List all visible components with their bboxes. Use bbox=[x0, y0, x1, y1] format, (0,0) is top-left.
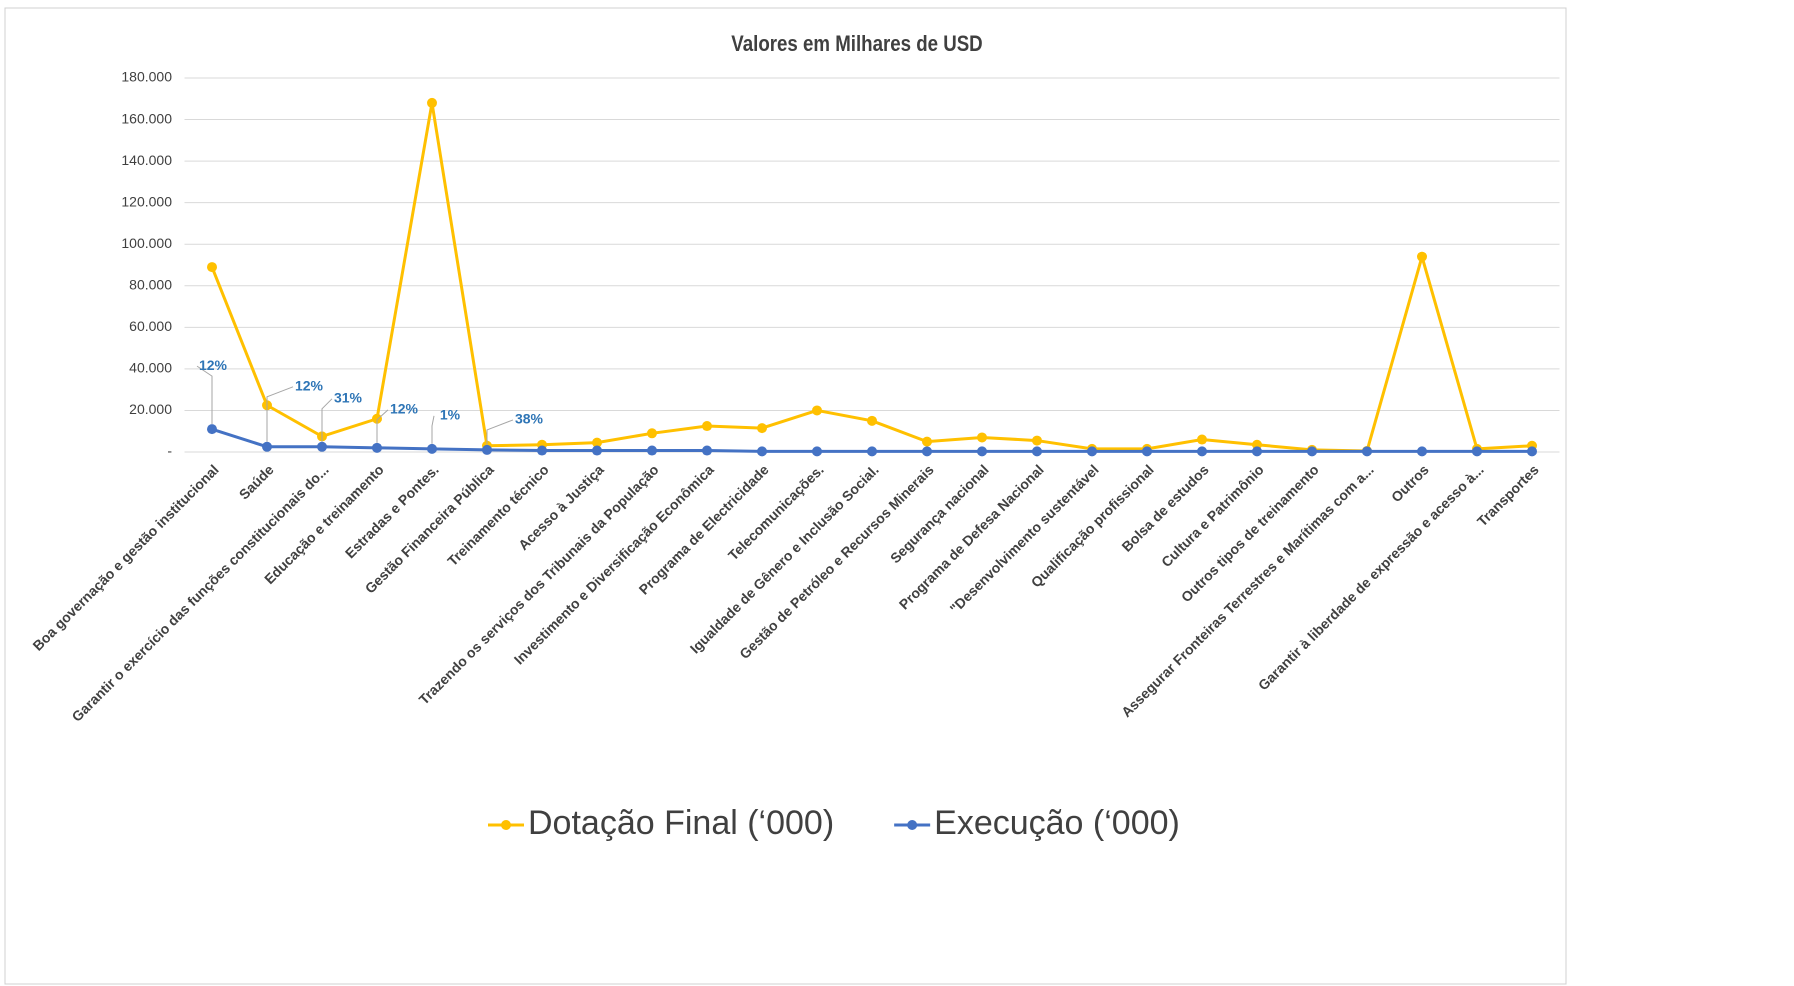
data-point bbox=[1142, 446, 1152, 457]
leader-line bbox=[486, 419, 514, 445]
data-point bbox=[317, 441, 327, 452]
leader-line bbox=[266, 386, 294, 442]
data-point bbox=[537, 445, 547, 456]
data-point bbox=[372, 442, 382, 453]
data-point bbox=[592, 437, 602, 448]
data-label: 31% bbox=[334, 390, 363, 406]
data-point bbox=[922, 446, 932, 457]
y-tick-label: 140.000 bbox=[121, 152, 172, 168]
data-label: 12% bbox=[390, 401, 419, 417]
data-label: 38% bbox=[515, 411, 544, 427]
data-point bbox=[1307, 446, 1317, 457]
data-point bbox=[1252, 446, 1262, 457]
data-point bbox=[922, 436, 932, 447]
y-tick-label: 60.000 bbox=[129, 318, 172, 334]
data-point bbox=[592, 445, 602, 456]
data-point bbox=[812, 405, 822, 416]
legend-label: Dotação Final (‘000) bbox=[528, 804, 834, 842]
data-point bbox=[482, 444, 492, 455]
data-point bbox=[1417, 446, 1427, 457]
data-point bbox=[702, 445, 712, 456]
y-tick-label: 80.000 bbox=[129, 276, 172, 292]
y-tick-label: 160.000 bbox=[121, 110, 172, 126]
data-point bbox=[1417, 251, 1427, 262]
data-point bbox=[207, 262, 217, 273]
data-point bbox=[867, 446, 877, 457]
chart-title: Valores em Milhares de USD bbox=[731, 32, 982, 56]
legend-label: Execução (‘000) bbox=[934, 804, 1180, 842]
data-point bbox=[812, 446, 822, 457]
data-point bbox=[1032, 435, 1042, 446]
data-point bbox=[647, 445, 657, 456]
legend-marker bbox=[907, 820, 918, 830]
data-label: 1% bbox=[440, 407, 461, 423]
data-point bbox=[977, 432, 987, 443]
y-tick-label: 120.000 bbox=[121, 193, 172, 209]
data-label: 12% bbox=[199, 357, 228, 373]
y-tick-label: 100.000 bbox=[121, 235, 172, 251]
legend-item: Execução (‘000) bbox=[894, 804, 1180, 842]
data-point bbox=[1197, 446, 1207, 457]
data-point bbox=[867, 415, 877, 426]
data-point bbox=[647, 428, 657, 439]
data-point bbox=[1197, 434, 1207, 445]
data-point bbox=[262, 441, 272, 452]
data-point bbox=[977, 446, 987, 457]
data-point bbox=[1087, 446, 1097, 457]
data-point bbox=[372, 413, 382, 424]
data-point bbox=[427, 443, 437, 454]
legend-marker bbox=[501, 820, 511, 830]
data-point bbox=[757, 423, 767, 434]
data-point bbox=[1032, 446, 1042, 457]
leader-line bbox=[196, 365, 213, 425]
data-label: 12% bbox=[295, 378, 324, 394]
legend-item: Dotação Final (‘000) bbox=[488, 804, 834, 842]
y-tick-label: 20.000 bbox=[129, 401, 172, 417]
y-tick-label: - bbox=[167, 443, 172, 459]
data-point bbox=[757, 446, 767, 457]
data-point bbox=[427, 97, 437, 108]
data-point bbox=[702, 421, 712, 432]
leader-line bbox=[376, 409, 389, 443]
chart-frame bbox=[4, 7, 1567, 985]
data-point bbox=[1362, 446, 1372, 457]
y-tick-label: 180.000 bbox=[121, 69, 172, 85]
y-tick-label: 40.000 bbox=[129, 360, 172, 376]
data-point bbox=[1527, 446, 1537, 457]
leader-line bbox=[431, 415, 435, 444]
leader-line bbox=[321, 398, 333, 442]
data-point bbox=[1472, 446, 1482, 457]
data-point bbox=[207, 424, 217, 435]
